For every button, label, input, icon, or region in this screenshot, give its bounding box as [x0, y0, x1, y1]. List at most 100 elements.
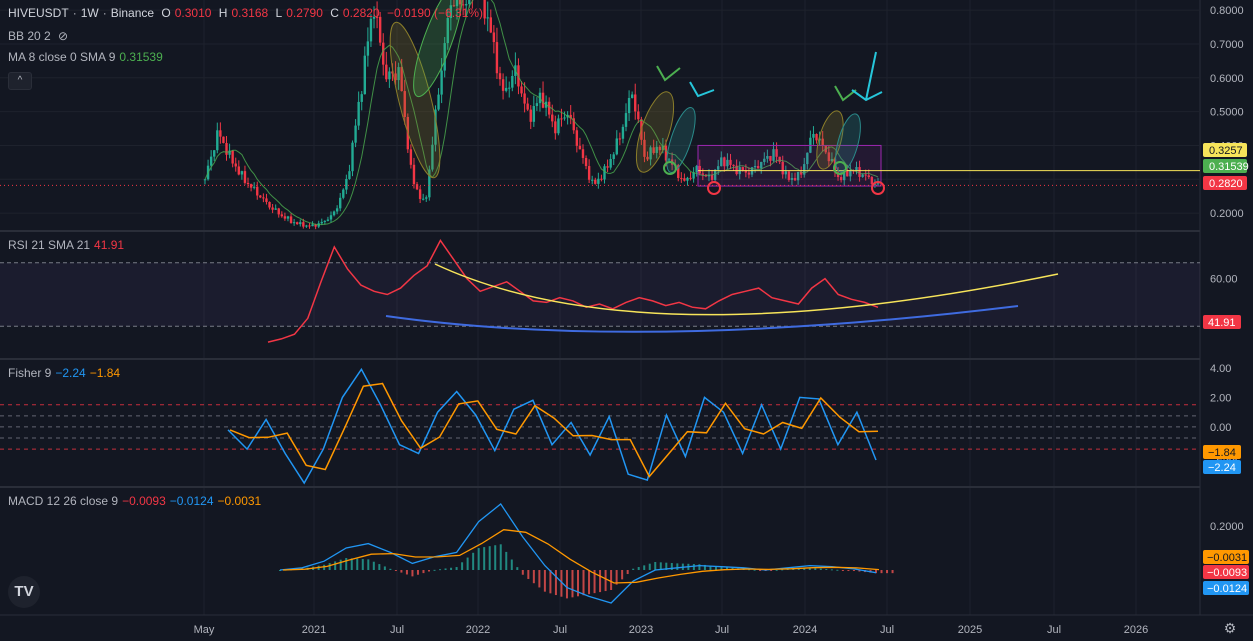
- time-axis-label: Jul: [390, 624, 404, 636]
- symbol-name[interactable]: HIVEUSDT: [8, 6, 69, 20]
- collapse-indicators-button[interactable]: ^: [8, 72, 32, 90]
- candle-body: [839, 177, 843, 181]
- macd-histogram-bar: [582, 570, 585, 596]
- candle-body: [228, 150, 231, 155]
- candle-body: [799, 171, 803, 175]
- macd-histogram-bar: [825, 568, 828, 570]
- macd-histogram-bar: [703, 564, 706, 570]
- candle-body: [292, 222, 296, 224]
- candle-body: [563, 117, 566, 119]
- macd-histogram-bar: [654, 562, 657, 570]
- candle-body: [332, 211, 336, 216]
- macd-histogram-bar: [692, 564, 695, 570]
- price-axis-label: 0.8000: [1210, 5, 1244, 17]
- rsi-line: [267, 239, 879, 343]
- fisher-axis-label: 4.00: [1210, 363, 1231, 375]
- candle-body: [437, 94, 440, 110]
- candle-body: [784, 171, 788, 175]
- marker-circle: [833, 161, 847, 175]
- candle-body: [861, 174, 864, 177]
- tradingview-logo[interactable]: TV: [8, 576, 40, 608]
- candle-body: [815, 133, 818, 141]
- candle-body: [594, 179, 597, 184]
- macd-histogram-bar: [814, 568, 817, 570]
- macd-histogram-bar: [698, 564, 701, 570]
- candle-body: [225, 143, 228, 155]
- candle-body: [231, 150, 234, 164]
- macd-histogram-bar: [648, 563, 651, 570]
- macd-histogram-bar: [770, 570, 773, 571]
- macd-histogram-bar: [830, 569, 833, 571]
- candle-body: [274, 208, 277, 210]
- candle-body: [772, 149, 775, 161]
- candle-body: [661, 145, 665, 151]
- candle-body: [277, 208, 280, 215]
- candle-body: [587, 166, 591, 180]
- bb-indicator-label[interactable]: BB 20 2 ⊘: [8, 29, 72, 43]
- candle-body: [787, 171, 791, 180]
- macd-histogram-bar: [328, 563, 331, 570]
- price-label: 0.31539: [1209, 161, 1249, 173]
- candle-body: [821, 138, 824, 146]
- candle-body: [753, 165, 757, 168]
- macd-histogram-bar: [339, 559, 342, 570]
- candle-body: [461, 4, 465, 6]
- macd-histogram-bar: [488, 546, 491, 570]
- candle-body: [551, 114, 554, 122]
- macd-histogram-bar: [577, 570, 579, 597]
- candle-body: [747, 172, 751, 175]
- candle-body: [529, 109, 532, 122]
- candle-body: [793, 178, 797, 181]
- interval[interactable]: 1W: [80, 6, 99, 20]
- candle-body: [360, 94, 363, 102]
- ma-indicator-label[interactable]: MA 8 close 0 SMA 9 0.31539: [8, 50, 167, 64]
- eye-off-icon[interactable]: ⊘: [58, 29, 69, 43]
- macd-indicator-label[interactable]: MACD 12 26 close 9 −0.0093 −0.0124 −0.0031: [8, 494, 265, 508]
- candle-body: [483, 0, 486, 19]
- range-box: [697, 144, 882, 187]
- candle-body: [295, 222, 299, 225]
- rsi-indicator-label[interactable]: RSI 21 SMA 21 41.91: [8, 238, 128, 252]
- ma-line: [204, 0, 879, 226]
- macd-histogram-bar: [394, 570, 397, 571]
- macd-histogram-bar: [599, 570, 602, 593]
- macd-histogram-bar: [483, 547, 486, 570]
- candle-body: [265, 198, 268, 202]
- candle-body: [803, 164, 806, 175]
- macd-histogram-bar: [621, 570, 624, 580]
- candle-body: [314, 224, 317, 227]
- fisher-indicator-label[interactable]: Fisher 9 −2.24 −1.84: [8, 366, 124, 380]
- candle-body: [732, 164, 735, 166]
- candle-body: [735, 165, 738, 175]
- time-axis-label: 2021: [302, 624, 326, 636]
- candle-body: [302, 222, 305, 227]
- candle-body: [726, 159, 729, 167]
- candle-body: [425, 197, 428, 199]
- candle-body: [532, 106, 536, 122]
- macd-histogram-bar: [389, 568, 392, 570]
- open-label: O: [161, 6, 171, 20]
- highlight-ellipse: [635, 91, 675, 173]
- candle-body: [858, 167, 861, 177]
- candle-body: [289, 216, 293, 223]
- candle-body: [569, 114, 572, 119]
- bb-label: BB 20 2: [8, 29, 51, 43]
- fisher-label: Fisher 9: [8, 366, 52, 380]
- candle-body: [372, 16, 376, 19]
- candle-body: [612, 154, 615, 159]
- candle-body: [756, 165, 760, 169]
- rsi-trend-yellow: [434, 263, 1059, 316]
- macd-histogram-bar: [554, 570, 557, 596]
- candle-body: [378, 16, 382, 43]
- macd-histogram-bar: [444, 568, 447, 570]
- candle-body: [486, 17, 489, 19]
- time-axis-label: 2024: [793, 624, 817, 636]
- candle-body: [609, 158, 612, 168]
- candle-body: [222, 136, 225, 144]
- gear-icon[interactable]: ⚙: [1223, 620, 1237, 636]
- exchange: Binance: [110, 6, 155, 20]
- candle-body: [385, 64, 388, 80]
- candle-body: [397, 67, 400, 81]
- time-axis-label: 2023: [629, 624, 653, 636]
